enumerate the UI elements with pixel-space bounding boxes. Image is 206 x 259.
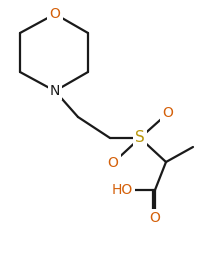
Text: O: O xyxy=(150,211,160,225)
Text: O: O xyxy=(163,106,173,120)
Text: N: N xyxy=(50,84,60,98)
Text: HO: HO xyxy=(111,183,133,197)
Text: O: O xyxy=(108,156,118,170)
Text: O: O xyxy=(50,7,60,21)
Text: S: S xyxy=(135,131,145,146)
